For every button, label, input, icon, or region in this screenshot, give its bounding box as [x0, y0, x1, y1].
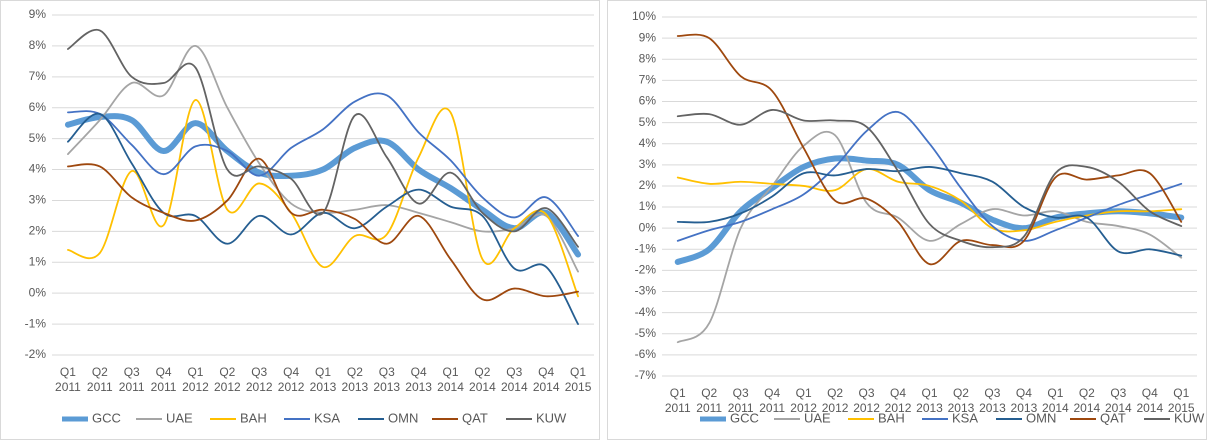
x-tick-label: Q1 2015 [565, 365, 592, 394]
y-tick-label: 2% [639, 178, 657, 192]
series-line [67, 157, 579, 302]
x-tick-label: Q2 2011 [696, 386, 722, 415]
y-tick-label: 6% [639, 94, 657, 108]
y-tick-label: -2% [635, 263, 657, 277]
y-tick-label: 2% [29, 224, 47, 238]
y-tick-label: -6% [635, 347, 657, 361]
series-line [64, 113, 582, 258]
y-tick-label: -3% [635, 284, 657, 298]
x-tick-label: Q3 2014 [1105, 386, 1132, 415]
legend-label: UAE [166, 410, 193, 425]
x-tick-label: Q2 2013 [948, 386, 975, 415]
x-tick-label: Q2 2011 [87, 365, 113, 394]
x-tick-label: Q1 2012 [790, 386, 817, 415]
y-tick-label: 8% [29, 38, 47, 52]
y-tick-label: 7% [639, 73, 657, 87]
legend-label: KUW [1174, 410, 1205, 425]
legend-label: BAH [878, 410, 905, 425]
x-tick-label: Q4 2013 [405, 365, 432, 394]
series-line [676, 110, 1183, 242]
legend-label: GCC [730, 410, 759, 425]
x-tick-label: Q3 2013 [373, 365, 400, 394]
x-tick-label: Q2 2012 [822, 386, 849, 415]
x-tick-label: Q1 2013 [310, 365, 337, 394]
series-line [676, 33, 1183, 266]
y-tick-label: -1% [635, 241, 657, 255]
legend-label: QAT [1100, 410, 1126, 425]
x-tick-label: Q4 2012 [278, 365, 305, 394]
x-tick-label: Q3 2012 [246, 365, 273, 394]
x-tick-label: Q4 2014 [533, 365, 560, 394]
y-tick-label: 7% [29, 69, 47, 83]
y-tick-label: 0% [29, 285, 47, 299]
x-tick-label: Q1 2011 [665, 386, 691, 415]
x-tick-label: Q2 2013 [342, 365, 369, 394]
x-tick-label: Q4 2011 [151, 365, 177, 394]
series-line [674, 155, 1185, 265]
x-tick-label: Q3 2011 [119, 365, 145, 394]
x-tick-label: Q1 2013 [916, 386, 943, 415]
series-line [676, 166, 1183, 257]
y-tick-label: -7% [635, 368, 657, 382]
y-tick-label: 4% [639, 136, 657, 150]
x-tick-label: Q2 2012 [214, 365, 241, 394]
y-tick-label: 1% [29, 254, 47, 268]
series-line [67, 28, 579, 248]
legend-label: KSA [314, 410, 340, 425]
series-line [67, 92, 579, 237]
x-tick-label: Q4 2012 [885, 386, 912, 415]
y-tick-label: 9% [639, 30, 657, 44]
x-tick-label: Q3 2014 [501, 365, 528, 394]
x-tick-label: Q4 2013 [1011, 386, 1038, 415]
y-tick-label: 6% [29, 100, 47, 114]
y-tick-label: 3% [29, 193, 47, 207]
y-tick-label: 5% [29, 131, 47, 145]
legend-label: UAE [804, 410, 831, 425]
x-tick-label: Q1 2015 [1168, 386, 1195, 415]
legend-label: GCC [92, 410, 121, 425]
chart-panel [607, 0, 1207, 440]
y-tick-label: 9% [29, 7, 47, 21]
x-tick-label: Q1 2014 [1042, 386, 1069, 415]
legend-label: KUW [536, 410, 567, 425]
legend-label: BAH [240, 410, 267, 425]
legend-label: KSA [952, 410, 978, 425]
series-line [676, 109, 1183, 249]
y-tick-label: 4% [29, 162, 47, 176]
y-tick-label: -5% [635, 326, 657, 340]
series-line [67, 99, 579, 298]
x-tick-label: Q2 2014 [1074, 386, 1101, 415]
y-tick-label: 10% [632, 9, 656, 23]
x-tick-label: Q1 2011 [55, 365, 81, 394]
y-tick-label: 8% [639, 51, 657, 65]
x-tick-label: Q2 2014 [469, 365, 496, 394]
x-tick-label: Q4 2011 [759, 386, 785, 415]
x-tick-label: Q3 2012 [853, 386, 880, 415]
x-tick-label: Q3 2011 [728, 386, 754, 415]
x-tick-label: Q4 2014 [1136, 386, 1163, 415]
y-tick-label: 3% [639, 157, 657, 171]
y-tick-label: -1% [25, 316, 47, 330]
y-tick-label: 0% [639, 220, 657, 234]
legend-label: OMN [388, 410, 418, 425]
y-tick-label: -2% [25, 347, 47, 361]
legend-label: QAT [462, 410, 488, 425]
y-tick-label: -4% [635, 305, 657, 319]
y-tick-label: 1% [639, 199, 657, 213]
legend-label: OMN [1026, 410, 1056, 425]
y-tick-label: 5% [639, 115, 657, 129]
x-tick-label: Q1 2014 [437, 365, 464, 394]
x-tick-label: Q3 2013 [979, 386, 1006, 415]
x-tick-label: Q1 2012 [182, 365, 209, 394]
